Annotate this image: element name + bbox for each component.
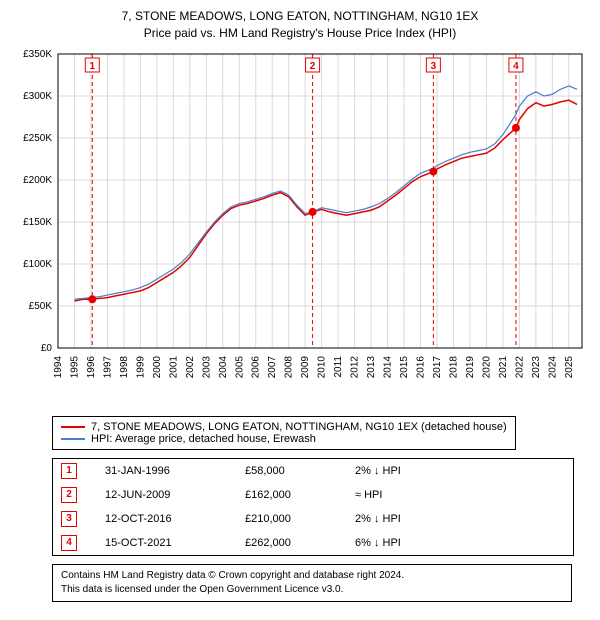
sale-price: £162,000 xyxy=(245,489,355,501)
table-row: 3 12-OCT-2016£210,0002% ↓ HPI xyxy=(53,507,573,531)
svg-text:£200K: £200K xyxy=(23,175,52,186)
svg-text:2024: 2024 xyxy=(547,355,558,378)
svg-text:1996: 1996 xyxy=(86,355,97,378)
svg-text:2007: 2007 xyxy=(267,355,278,378)
svg-text:2013: 2013 xyxy=(366,355,377,378)
svg-text:2015: 2015 xyxy=(399,355,410,378)
sale-vs-hpi: 2% ↓ HPI xyxy=(355,513,565,525)
svg-text:2021: 2021 xyxy=(498,355,509,378)
svg-text:1: 1 xyxy=(89,61,95,72)
svg-text:1997: 1997 xyxy=(102,355,113,378)
sale-vs-hpi: 2% ↓ HPI xyxy=(355,465,565,477)
sale-date: 31-JAN-1996 xyxy=(105,465,245,477)
svg-text:£100K: £100K xyxy=(23,259,52,270)
chart-svg: £0 £50K £100K £150K £200K £250K £300K £350K 1994… xyxy=(12,48,588,408)
table-row: 2 12-JUN-2009£162,000≈ HPI xyxy=(53,483,573,507)
svg-text:2008: 2008 xyxy=(284,355,295,378)
footer-line-2: This data is licensed under the Open Gov… xyxy=(61,583,563,597)
sale-vs-hpi: ≈ HPI xyxy=(355,489,565,501)
sale-date: 15-OCT-2021 xyxy=(105,537,245,549)
sale-marker-icon: 3 xyxy=(61,511,77,527)
svg-text:2010: 2010 xyxy=(317,355,328,378)
svg-text:1998: 1998 xyxy=(119,355,130,378)
attribution-footer: Contains HM Land Registry data © Crown c… xyxy=(52,564,572,602)
chart-plot: £0 £50K £100K £150K £200K £250K £300K £350K 1994… xyxy=(12,48,588,408)
title-line-2: Price paid vs. HM Land Registry's House … xyxy=(12,25,588,42)
svg-text:2: 2 xyxy=(310,61,316,72)
svg-text:2000: 2000 xyxy=(152,355,163,378)
sale-date: 12-JUN-2009 xyxy=(105,489,245,501)
svg-text:2006: 2006 xyxy=(251,355,262,378)
svg-text:2022: 2022 xyxy=(514,355,525,378)
sale-marker-icon: 4 xyxy=(61,535,77,551)
svg-text:2016: 2016 xyxy=(416,355,427,378)
sale-price: £210,000 xyxy=(245,513,355,525)
svg-text:2002: 2002 xyxy=(185,355,196,378)
svg-text:£300K: £300K xyxy=(23,91,52,102)
svg-text:2009: 2009 xyxy=(300,355,311,378)
svg-text:1999: 1999 xyxy=(135,355,146,378)
svg-text:2014: 2014 xyxy=(383,355,394,378)
legend-label: HPI: Average price, detached house, Erew… xyxy=(91,433,316,445)
legend-swatch xyxy=(61,438,85,440)
sale-price: £58,000 xyxy=(245,465,355,477)
legend: 7, STONE MEADOWS, LONG EATON, NOTTINGHAM… xyxy=(52,416,516,450)
svg-text:2011: 2011 xyxy=(333,355,344,377)
svg-text:2017: 2017 xyxy=(432,355,443,378)
svg-text:1994: 1994 xyxy=(53,355,64,378)
sale-date: 12-OCT-2016 xyxy=(105,513,245,525)
legend-item: 7, STONE MEADOWS, LONG EATON, NOTTINGHAM… xyxy=(61,421,507,433)
sale-vs-hpi: 6% ↓ HPI xyxy=(355,537,565,549)
svg-text:£0: £0 xyxy=(41,343,53,354)
title-line-1: 7, STONE MEADOWS, LONG EATON, NOTTINGHAM… xyxy=(12,8,588,25)
svg-text:2020: 2020 xyxy=(481,355,492,378)
svg-text:2003: 2003 xyxy=(201,355,212,378)
legend-item: HPI: Average price, detached house, Erew… xyxy=(61,433,507,445)
legend-label: 7, STONE MEADOWS, LONG EATON, NOTTINGHAM… xyxy=(91,421,507,433)
svg-text:£50K: £50K xyxy=(29,301,53,312)
svg-text:2018: 2018 xyxy=(448,355,459,378)
sale-price: £262,000 xyxy=(245,537,355,549)
svg-text:2004: 2004 xyxy=(218,355,229,378)
svg-text:1995: 1995 xyxy=(69,355,80,378)
svg-text:£150K: £150K xyxy=(23,217,52,228)
sale-marker-icon: 1 xyxy=(61,463,77,479)
svg-text:2023: 2023 xyxy=(531,355,542,378)
svg-text:2012: 2012 xyxy=(350,355,361,378)
footer-line-1: Contains HM Land Registry data © Crown c… xyxy=(61,569,563,583)
legend-swatch xyxy=(61,426,85,428)
svg-text:4: 4 xyxy=(513,61,519,72)
sales-table: 131-JAN-1996£58,0002% ↓ HPI212-JUN-2009£… xyxy=(52,458,574,556)
sale-marker-icon: 2 xyxy=(61,487,77,503)
chart-container: 7, STONE MEADOWS, LONG EATON, NOTTINGHAM… xyxy=(0,0,600,614)
svg-text:2001: 2001 xyxy=(168,355,179,378)
svg-text:£250K: £250K xyxy=(23,133,52,144)
svg-text:2005: 2005 xyxy=(234,355,245,378)
svg-text:2019: 2019 xyxy=(465,355,476,378)
svg-text:£350K: £350K xyxy=(23,49,52,60)
svg-text:2025: 2025 xyxy=(564,355,575,378)
chart-title: 7, STONE MEADOWS, LONG EATON, NOTTINGHAM… xyxy=(12,8,588,42)
table-row: 4 15-OCT-2021£262,0006% ↓ HPI xyxy=(53,531,573,555)
svg-text:3: 3 xyxy=(431,61,437,72)
table-row: 1 31-JAN-1996£58,0002% ↓ HPI xyxy=(53,459,573,483)
